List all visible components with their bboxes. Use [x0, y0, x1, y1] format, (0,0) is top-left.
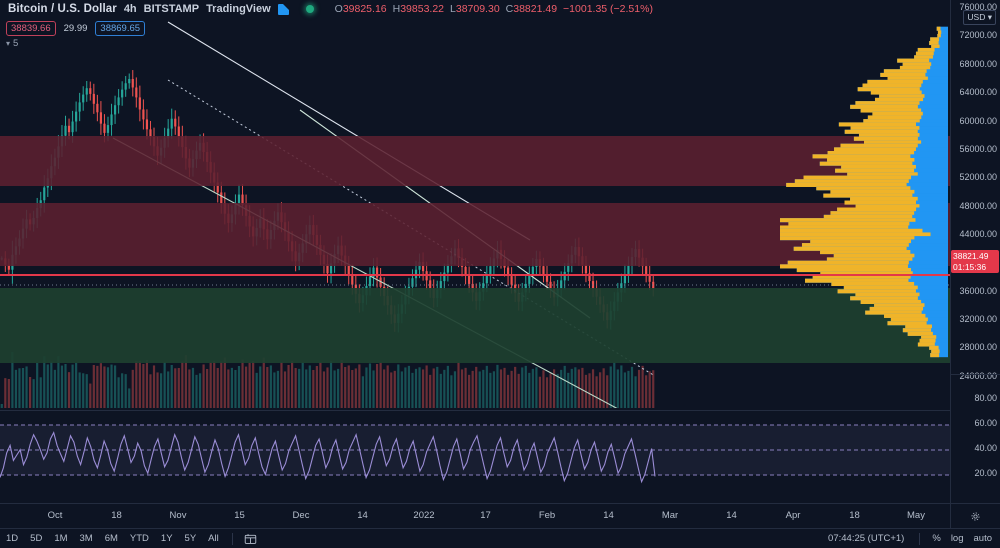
time-tick: 18 [849, 510, 860, 521]
price-tick: 68000.00 [959, 58, 997, 69]
support-zone [0, 288, 950, 363]
price-tick: 36000.00 [959, 285, 997, 296]
exchange-label[interactable]: BITSTAMP [143, 3, 200, 15]
log-scale-button[interactable]: log [950, 533, 964, 544]
bottom-toolbar[interactable]: 1D 5D 1M 3M 6M YTD 1Y 5Y All 07:44:25 (UTC+1) % … [0, 528, 1000, 548]
session-clock: 07:44:25 (UTC+1) [828, 533, 905, 544]
timeframe-button-5y[interactable]: 5Y [184, 533, 197, 544]
source-label: TradingView [206, 3, 271, 15]
rsi-length-value: 5 [13, 38, 19, 49]
rsi-tick: 60.00 [974, 418, 997, 428]
resistance-zone-upper [0, 136, 950, 186]
rsi-legend[interactable]: ▾ 5 [6, 38, 18, 49]
time-tick: 14 [726, 510, 737, 521]
current-price-value: 38821.49 [953, 251, 989, 261]
time-tick: Apr [785, 510, 801, 521]
time-tick: 14 [603, 510, 614, 521]
indicator-legend: 38839.66 29.99 38869.65 [6, 21, 146, 37]
price-tick: 64000.00 [959, 87, 997, 98]
time-tick: 2022 [413, 510, 435, 521]
band-upper-value[interactable]: 38839.66 [6, 21, 56, 37]
time-tick: 17 [480, 510, 491, 521]
time-tick: Feb [538, 510, 556, 521]
open-label: O [334, 3, 343, 15]
toolbar-divider [231, 532, 233, 545]
volume-profile [780, 26, 948, 358]
low-value: 38709.30 [455, 3, 500, 15]
chart-settings-button[interactable] [950, 504, 1000, 528]
tradingview-logo-icon [277, 3, 289, 15]
timeframe-button-1m[interactable]: 1M [54, 533, 68, 544]
timeframe-button-ytd[interactable]: YTD [129, 533, 149, 544]
timeframe-group[interactable]: 1D 5D 1M 3M 6M YTD 1Y 5Y All [0, 533, 225, 544]
toolbar-divider-2 [919, 532, 921, 545]
gear-icon [971, 512, 980, 520]
chart-header: Bitcoin / U.S. Dollar 4h BITSTAMP Tradin… [0, 0, 1000, 18]
high-label: H [392, 3, 401, 15]
price-tick: 28000.00 [959, 342, 997, 353]
price-tick: 32000.00 [959, 314, 997, 325]
time-tick: Dec [292, 510, 310, 521]
price-pane[interactable] [0, 18, 950, 408]
time-tick: 18 [111, 510, 122, 521]
time-tick: Nov [169, 510, 187, 521]
price-tick: 24000.00 [959, 370, 997, 381]
price-tick: 72000.00 [959, 30, 997, 41]
timeframe-button-1y[interactable]: 1Y [160, 533, 173, 544]
auto-scale-button[interactable]: auto [973, 533, 993, 544]
symbol-title[interactable]: Bitcoin / U.S. Dollar [8, 3, 117, 15]
close-value: 38821.49 [513, 3, 558, 15]
price-tick: 44000.00 [959, 229, 997, 239]
band-lower-value[interactable]: 38869.65 [95, 21, 146, 37]
toolbar-right-group[interactable]: 07:44:25 (UTC+1) % log auto [820, 532, 1000, 545]
price-tick: 76000.00 [959, 2, 997, 13]
date-range-icon [244, 533, 256, 544]
chart-plot-area[interactable] [0, 18, 950, 503]
chevron-down-icon[interactable]: ▾ [6, 39, 11, 48]
open-value: 39825.16 [342, 3, 387, 15]
rsi-line [0, 431, 656, 484]
timeframe-button-all[interactable]: All [208, 533, 219, 544]
time-tick: May [907, 510, 925, 521]
change-value: −1001.35 (−2.51%) [563, 3, 653, 15]
time-tick: Mar [661, 510, 679, 521]
price-tick: 52000.00 [959, 172, 997, 183]
current-price-badge[interactable]: 38821.49 01:15:36 [951, 250, 999, 274]
time-tick: 15 [234, 510, 245, 521]
date-range-button[interactable] [240, 533, 261, 545]
timeframe-button-3m[interactable]: 3M [79, 533, 93, 544]
timeframe-button-6m[interactable]: 6M [104, 533, 118, 544]
rsi-tick: 80.00 [974, 393, 997, 403]
percent-scale-button[interactable]: % [932, 533, 941, 544]
time-axis[interactable]: Oct 18 Nov 15 Dec 14 2022 17 Feb 14 Mar 14 Apr 18 May [0, 503, 1000, 528]
current-price-line [0, 274, 950, 276]
price-axis[interactable]: USD ▾ 76000.00 72000.00 68000.00 64000.00 60… [950, 0, 1000, 530]
price-tick: 56000.00 [959, 143, 997, 154]
rsi-pane[interactable] [0, 410, 950, 503]
currency-label: USD [967, 12, 986, 22]
time-tick: Oct [47, 510, 63, 521]
rsi-tick: 20.00 [974, 468, 997, 478]
close-label: C [505, 3, 514, 15]
axis-separator [951, 374, 1000, 375]
price-tick: 60000.00 [959, 115, 997, 126]
time-tick: 14 [357, 510, 368, 521]
currency-selector[interactable]: USD ▾ [963, 10, 996, 25]
timeframe-button-1d[interactable]: 1D [6, 533, 19, 544]
ohlc-legend: O39825.16 H39853.22 L38709.30 C38821.49 … [335, 3, 653, 15]
interval-label[interactable]: 4h [123, 3, 137, 15]
band-mid-value: 29.99 [63, 23, 88, 35]
bar-countdown: 01:15:36 [953, 261, 987, 272]
timeframe-button-5d[interactable]: 5D [30, 533, 43, 544]
price-tick: 48000.00 [959, 200, 997, 211]
market-open-dot-icon [305, 5, 314, 13]
low-label: L [450, 3, 456, 15]
high-value: 39853.22 [400, 3, 445, 15]
rsi-tick: 40.00 [974, 443, 997, 453]
chevron-down-icon: ▾ [987, 12, 992, 22]
rsi-series [0, 424, 950, 484]
